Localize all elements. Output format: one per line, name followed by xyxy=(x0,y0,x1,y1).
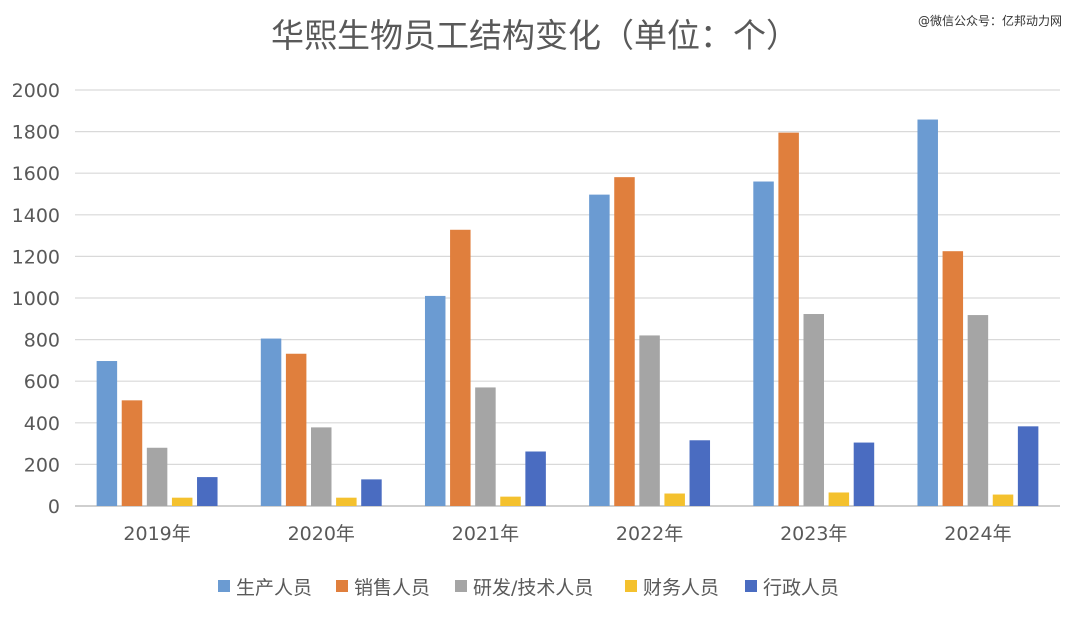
bar-2020年-财务人员 xyxy=(336,497,357,506)
bar-2024年-行政人员 xyxy=(1017,426,1039,506)
x-tick-label: 2021年 xyxy=(452,523,519,545)
legend: 生产人员 销售人员 研发/技术人员 财务人员 行政人员 xyxy=(218,577,839,599)
bar-2022年-销售人员 xyxy=(614,177,635,507)
x-tick-label: 2020年 xyxy=(288,523,355,545)
bar-2019年-销售人员 xyxy=(121,400,143,506)
legend-swatch-生产人员 xyxy=(218,580,230,592)
legend-swatch-研发/技术人员 xyxy=(455,580,467,592)
bar-2020年-生产人员 xyxy=(260,338,282,506)
bar-2021年-财务人员 xyxy=(500,496,521,506)
x-tick-label: 2024年 xyxy=(944,523,1011,545)
y-tick-label: 1000 xyxy=(12,288,60,310)
bar-2019年-生产人员 xyxy=(96,361,118,506)
x-axis-ticks: 2019年 2020年 2021年 2022年 2023年 2024年 xyxy=(123,523,1011,545)
legend-label: 研发/技术人员 xyxy=(473,577,593,599)
bar-2021年-生产人员 xyxy=(424,295,446,506)
legend-label: 行政人员 xyxy=(763,577,839,599)
bar-2021年-研发/技术人员 xyxy=(475,387,496,506)
legend-label: 财务人员 xyxy=(643,577,719,599)
watermark: @微信公众号：亿邦动力网 xyxy=(918,13,1062,28)
bar-2023年-研发/技术人员 xyxy=(803,314,824,506)
bar-2021年-销售人员 xyxy=(450,229,471,506)
bars xyxy=(96,119,1039,507)
y-tick-label: 200 xyxy=(24,454,60,476)
y-tick-label: 800 xyxy=(24,330,60,352)
bar-2024年-生产人员 xyxy=(917,119,938,506)
legend-label: 生产人员 xyxy=(236,577,312,599)
bar-2022年-生产人员 xyxy=(589,194,610,506)
bar-2023年-财务人员 xyxy=(828,492,850,506)
bar-2023年-行政人员 xyxy=(853,442,875,506)
bar-2019年-财务人员 xyxy=(171,497,193,506)
y-tick-label: 0 xyxy=(48,496,60,518)
bar-2020年-销售人员 xyxy=(285,353,307,506)
y-tick-label: 2000 xyxy=(12,80,60,102)
y-tick-label: 1200 xyxy=(12,246,60,268)
bar-2022年-行政人员 xyxy=(689,440,711,506)
legend-swatch-财务人员 xyxy=(625,580,637,592)
y-tick-label: 1600 xyxy=(12,163,60,185)
bar-2019年-行政人员 xyxy=(197,477,218,506)
bar-2020年-行政人员 xyxy=(361,479,382,506)
bar-2022年-财务人员 xyxy=(664,493,685,506)
bar-2023年-销售人员 xyxy=(778,132,799,506)
y-tick-label: 1400 xyxy=(12,205,60,227)
bar-2024年-销售人员 xyxy=(942,251,964,506)
legend-swatch-行政人员 xyxy=(745,580,757,592)
y-tick-label: 1800 xyxy=(12,122,60,144)
x-tick-label: 2023年 xyxy=(780,523,847,545)
bar-2024年-财务人员 xyxy=(992,494,1014,506)
chart-title: 华熙生物员工结构变化（单位：个） xyxy=(271,16,799,55)
bar-2020年-研发/技术人员 xyxy=(311,427,332,506)
bar-2024年-研发/技术人员 xyxy=(967,315,989,506)
x-tick-label: 2022年 xyxy=(616,523,683,545)
bar-2021年-行政人员 xyxy=(525,451,546,506)
bar-2023年-生产人员 xyxy=(753,181,774,506)
y-tick-label: 600 xyxy=(24,371,60,393)
legend-swatch-销售人员 xyxy=(336,580,348,592)
x-tick-label: 2019年 xyxy=(123,523,190,545)
bar-2022年-研发/技术人员 xyxy=(639,335,660,506)
gridlines xyxy=(75,89,1060,507)
y-tick-label: 400 xyxy=(24,413,60,435)
bar-2019年-研发/技术人员 xyxy=(146,447,168,506)
legend-label: 销售人员 xyxy=(354,577,430,599)
y-axis-ticks: 0 200 400 600 800 1000 1200 1400 1600 1800 2000 xyxy=(12,80,60,518)
